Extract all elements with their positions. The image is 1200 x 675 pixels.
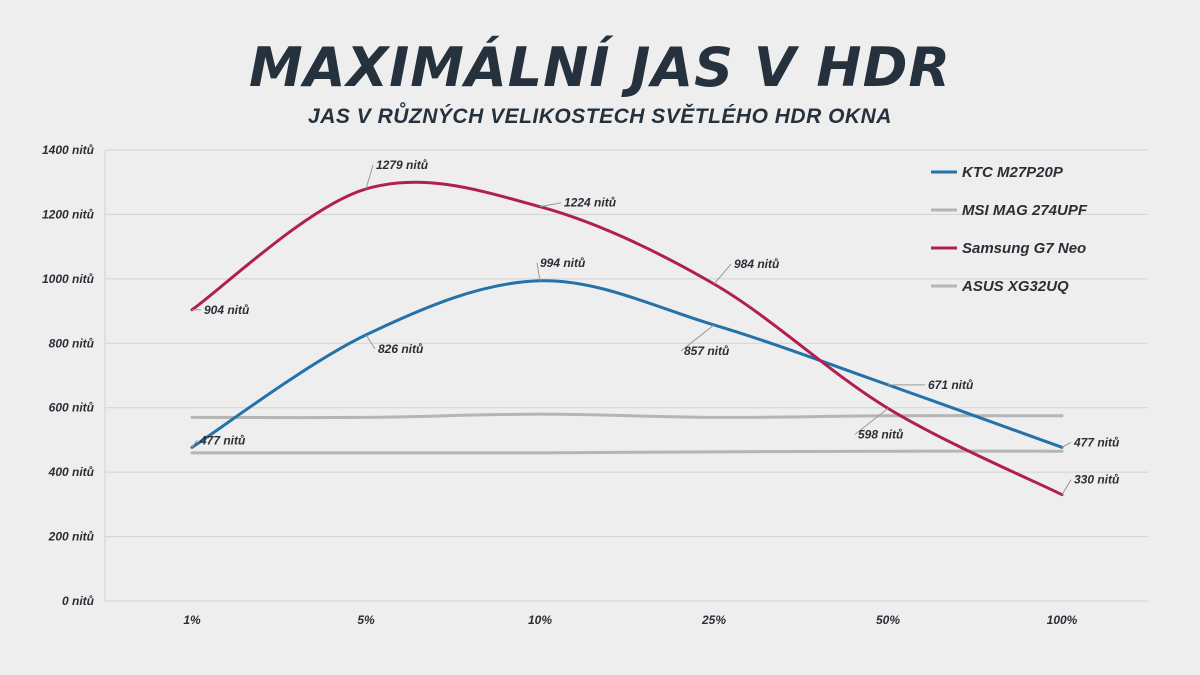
y-tick-label: 800 nitů [49, 336, 95, 350]
data-label-leader [365, 164, 374, 190]
x-tick-label: 1% [183, 613, 201, 627]
chart-subtitle: JAS V RŮZNÝCH VELIKOSTECH SVĚTLÉHO HDR O… [308, 105, 892, 128]
series-lines [190, 180, 1064, 497]
chart-title: MAXIMÁLNÍ JAS V HDR [248, 36, 952, 99]
data-labels: 477 nitů 826 nitů 994 nitů 857 nitů 671 nitů… [191, 158, 1120, 495]
data-label: 857 nitů [684, 344, 730, 358]
data-label: 994 nitů [540, 256, 586, 270]
series-line-samsung-g7-neo [190, 180, 1064, 497]
y-tick-label: 1000 nitů [42, 272, 95, 286]
data-label-leader [1061, 479, 1072, 495]
x-tick-label: 10% [528, 613, 552, 627]
data-label-leader [539, 202, 562, 208]
legend-label-samsung-g7-neo: Samsung G7 Neo [962, 240, 1086, 257]
data-label-leader [713, 263, 732, 285]
data-label-leader [365, 334, 376, 350]
x-tick-label: 100% [1047, 613, 1078, 627]
data-label: 477 nitů [1073, 435, 1120, 449]
data-label: 598 nitů [858, 427, 904, 441]
data-label: 826 nitů [378, 342, 424, 356]
series-line-asus-xg32uq [190, 449, 1064, 455]
data-label-leader [1061, 441, 1072, 448]
legend-label-ktc-m27p20p: KTC M27P20P [962, 164, 1064, 181]
data-label-leader [854, 407, 889, 435]
y-tick-label: 1200 nitů [42, 207, 95, 221]
data-label-leader [536, 262, 541, 281]
data-label-leader [191, 440, 198, 448]
y-axis: 0 nitů 200 nitů 400 nitů 600 nitů 800 nitů 10… [42, 143, 95, 608]
data-label: 477 nitů [199, 433, 246, 447]
data-label: 671 nitů [928, 378, 974, 392]
data-label: 330 nitů [1074, 473, 1120, 487]
x-tick-label: 50% [876, 613, 900, 627]
series-line-msi-mag-274upf [190, 412, 1064, 420]
grid [104, 149, 1148, 602]
legend-label-msi-mag-274upf: MSI MAG 274UPF [962, 202, 1088, 219]
y-tick-label: 400 nitů [48, 465, 95, 479]
legend-label-asus-xg32uq: ASUS XG32UQ [961, 278, 1069, 295]
data-label: 904 nitů [204, 303, 250, 317]
x-axis: 1% 5% 10% 25% 50% 100% [183, 613, 1077, 627]
x-tick-label: 25% [701, 613, 726, 627]
data-label: 1279 nitů [376, 158, 429, 172]
data-label: 984 nitů [734, 257, 780, 271]
y-tick-label: 600 nitů [49, 401, 95, 415]
x-tick-label: 5% [357, 613, 375, 627]
legend: KTC M27P20P MSI MAG 274UPF Samsung G7 Neo A… [931, 164, 1088, 295]
data-label-leader [680, 324, 715, 352]
y-tick-label: 0 nitů [62, 594, 95, 608]
y-tick-label: 1400 nitů [42, 143, 95, 157]
data-label: 1224 nitů [564, 196, 617, 210]
y-tick-label: 200 nitů [48, 530, 95, 544]
series-line-ktc-m27p20p [190, 279, 1064, 449]
